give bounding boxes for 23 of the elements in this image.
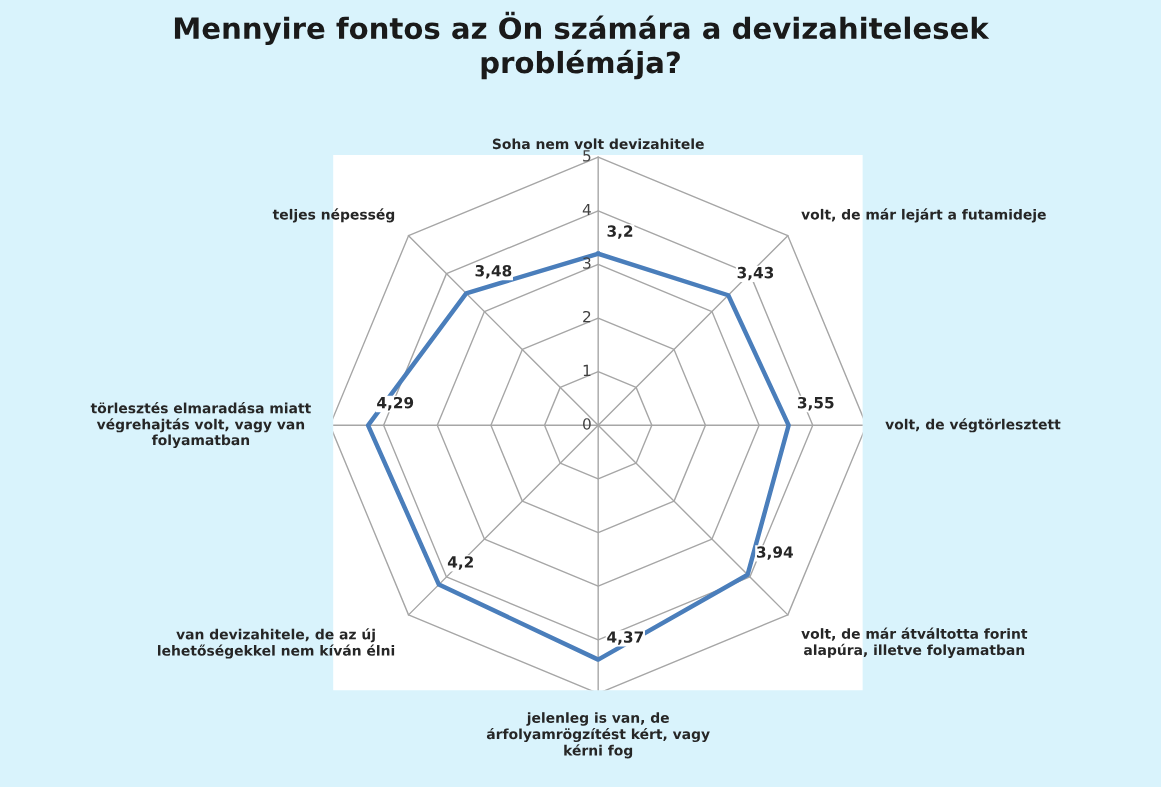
spoke-label: törlesztés elmaradása miatt végrehajtás volt, vagy van folyamatban (90, 402, 311, 449)
spoke-label: volt, de már átváltotta forint alapúra, illetve folyamatban (801, 627, 1028, 658)
spoke-label: jelenleg is van, de árfolyamrögzítést kért, vagy kérni fog (486, 712, 710, 759)
chart-title: Mennyire fontos az Ön számára a devizahitelesek problémája? (174, 11, 990, 80)
data-label: 3,48 (475, 264, 512, 279)
y-tick-label: 5 (583, 150, 591, 162)
y-tick-label: 4 (582, 203, 591, 216)
spoke-label: van devizahitele, de az új lehetőségekkel nem kíván élni (158, 628, 395, 659)
spoke-label: Soha nem volt devizahitele (492, 138, 704, 150)
spoke-label: volt, de már lejárt a futamideje (801, 208, 1046, 223)
data-label: 3,43 (737, 266, 774, 281)
data-label: 4,2 (447, 556, 473, 570)
data-label: 3,2 (607, 225, 633, 239)
y-tick-label: 3 (583, 257, 591, 269)
data-label: 3,94 (756, 546, 793, 560)
spoke-label: volt, de végtörlesztett (885, 418, 1061, 433)
data-label: 3,55 (797, 396, 834, 411)
y-tick-label: 2 (583, 310, 591, 323)
data-label: 4,29 (377, 396, 414, 411)
spoke-label: teljes népesség (272, 208, 395, 223)
y-tick-label: 0 (583, 418, 591, 430)
y-tick-label: 1 (583, 364, 591, 376)
data-label: 4,37 (607, 631, 643, 645)
